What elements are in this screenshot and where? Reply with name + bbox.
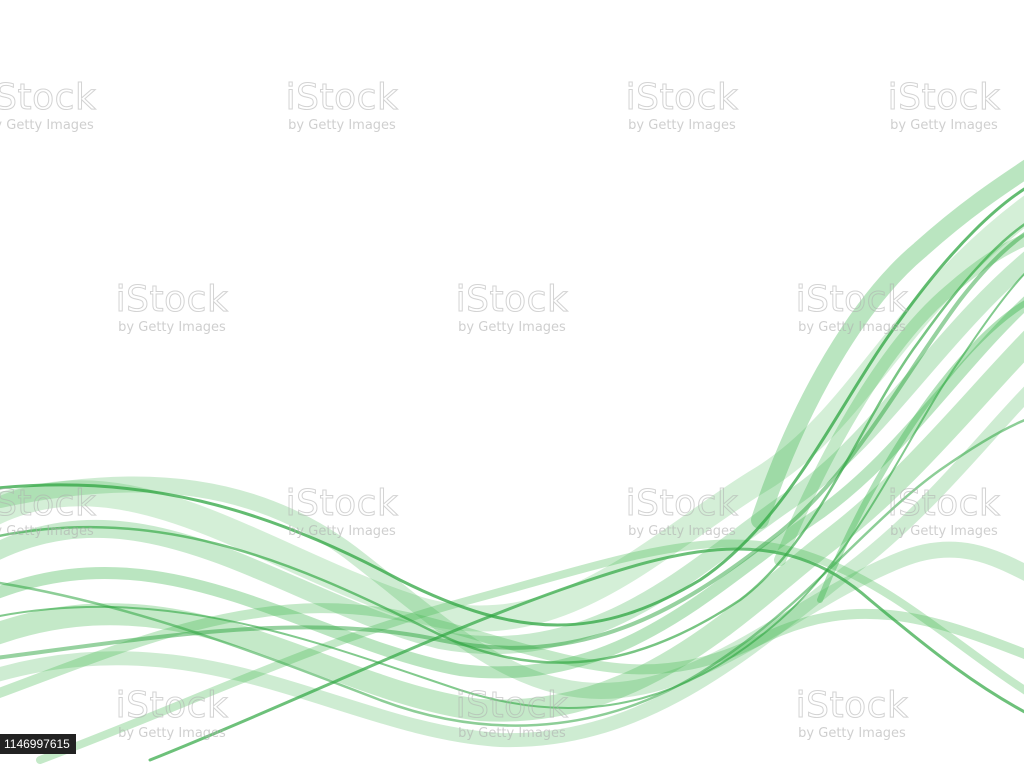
wave-ribbons [0, 159, 1024, 764]
image-id-label: 1146997615 [0, 734, 76, 754]
